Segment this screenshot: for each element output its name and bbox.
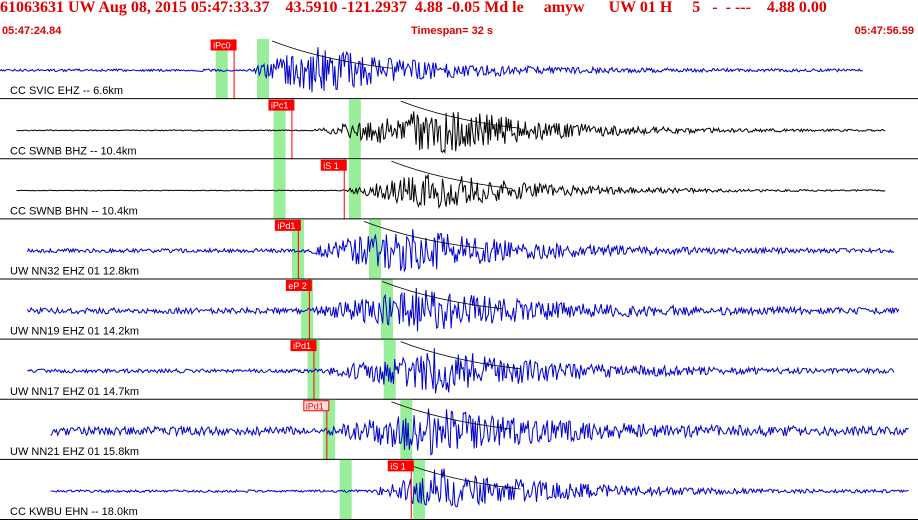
window-start-band [273, 99, 286, 160]
trace-row[interactable]: iPc0 CC SVIC EHZ -- 6.6km [0, 39, 918, 100]
pick-tag[interactable] [274, 219, 301, 231]
trace-row[interactable]: iPc1 CC SWNB BHZ -- 10.4km [0, 99, 918, 160]
pick-tag[interactable] [268, 99, 295, 111]
timespan-label: Timespan= 32 s [411, 25, 494, 37]
coda-curve [271, 40, 393, 69]
coda-curve [400, 341, 521, 370]
pick-label: iS 1 [323, 161, 339, 171]
pick-tag[interactable] [285, 280, 312, 291]
window-end-band [348, 99, 361, 160]
window-end-band [257, 39, 270, 100]
event-title: 61063631 UW Aug 08, 2015 05:47:33.37 43.… [0, 0, 827, 16]
pick-label: iPd1 [293, 341, 311, 351]
coda-curve [363, 221, 484, 250]
coda-curve [391, 160, 512, 189]
station-label: UW NN32 EHZ 01 12.8km [10, 266, 139, 278]
station-label: UW NN19 EHZ 01 14.2km [10, 326, 139, 338]
coda-curve [382, 281, 503, 310]
waveform [50, 468, 909, 508]
waveform [27, 228, 895, 273]
event-header: 61063631 UW Aug 08, 2015 05:47:33.37 43.… [0, 0, 918, 25]
station-label: CC SWNB BHZ -- 10.4km [10, 145, 137, 157]
pick-label: iS 1 [390, 461, 406, 471]
pick-label: iPd1 [277, 221, 295, 231]
station-label: CC SVIC EHZ -- 6.6km [10, 85, 123, 97]
station-label: CC KWBU EHN -- 18.0km [10, 506, 138, 518]
waveform [0, 47, 863, 93]
window-end-band [348, 159, 361, 220]
coda-curve [400, 100, 521, 129]
trace-row[interactable]: eP 2 UW NN19 EHZ 01 14.2km [0, 279, 918, 340]
time-axis-bar: 05:47:24.84 Timespan= 32 s 05:47:56.59 [0, 25, 918, 39]
waveform [16, 174, 886, 209]
trace-row[interactable]: iPd1 UW NN32 EHZ 01 12.8km [0, 219, 918, 280]
waveform [16, 111, 886, 154]
trace-row[interactable]: iPd1 UW NN17 EHZ 01 14.7km [0, 339, 918, 400]
seismogram-panel[interactable]: iPc0 CC SVIC EHZ -- 6.6km iPc1 CC SWNB BHZ … [0, 39, 918, 520]
pick-tag[interactable] [210, 39, 237, 51]
pick-tag[interactable] [303, 400, 330, 412]
pick-tag[interactable] [387, 460, 414, 472]
end-time: 05:47:56.59 [854, 25, 914, 37]
start-time: 05:47:24.84 [2, 25, 62, 37]
window-end-band [413, 459, 426, 520]
pick-tag[interactable] [290, 340, 317, 352]
waveform [50, 408, 909, 456]
window-start-band [215, 39, 228, 100]
pick-label: iPc0 [213, 41, 231, 51]
trace-row[interactable]: iPd1 UW NN21 EHZ 01 15.8km [0, 399, 918, 460]
coda-curve [391, 401, 512, 430]
station-label: UW NN21 EHZ 01 15.8km [10, 446, 139, 458]
window-end-band [369, 219, 382, 280]
pick-tag[interactable] [320, 159, 347, 171]
trace-row[interactable]: iS 1 CC KWBU EHN -- 18.0km [0, 459, 918, 520]
pick-label: iPc1 [271, 101, 289, 111]
window-start-band [273, 159, 286, 220]
pick-label: iPd1 [306, 401, 324, 411]
waveform [27, 348, 895, 394]
waveform [27, 287, 900, 332]
pick-label: eP 2 [288, 281, 306, 291]
window-start-band [339, 459, 352, 520]
station-label: UW NN17 EHZ 01 14.7km [10, 386, 139, 398]
trace-row[interactable]: iS 1 CC SWNB BHN -- 10.4km [0, 159, 918, 220]
station-label: CC SWNB BHN -- 10.4km [10, 205, 138, 217]
